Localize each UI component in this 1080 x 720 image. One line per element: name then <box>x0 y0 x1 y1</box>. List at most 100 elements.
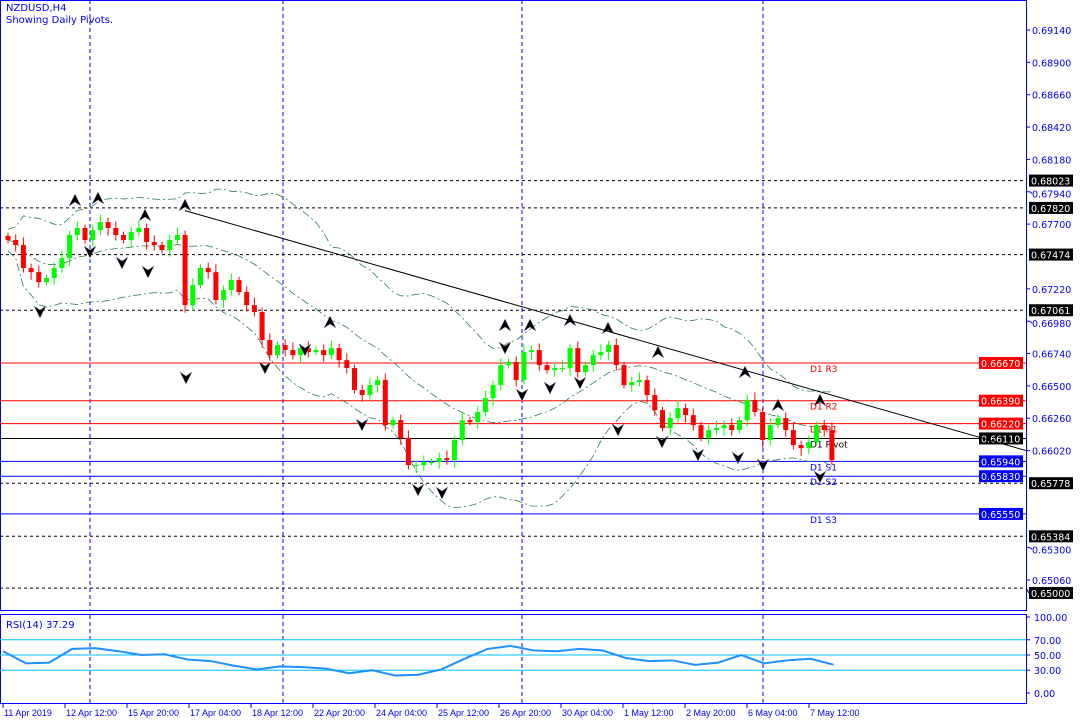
price-tick-label: 0.66980 <box>1032 319 1071 330</box>
price-label: 0.68023 <box>1031 177 1070 188</box>
candle-bull <box>806 442 812 449</box>
candle-bear <box>236 280 242 293</box>
candle-bull <box>552 368 558 371</box>
fractal-up-arrow-icon <box>498 318 512 332</box>
candle-bull <box>328 348 334 356</box>
price-tick-leader <box>1029 547 1033 550</box>
price-tick-label: 0.68900 <box>1032 58 1071 69</box>
candle-bear <box>151 242 157 246</box>
rsi-label: RSI(14) 37.29 <box>6 620 75 631</box>
fractal-down-arrow-icon <box>515 388 529 402</box>
price-tick-label: 0.69140 <box>1032 26 1071 37</box>
candle-bear <box>290 350 296 356</box>
fractal-up-arrow-icon <box>813 393 827 407</box>
fractal-down-arrow-icon <box>435 486 449 500</box>
price-label: 0.65778 <box>1031 479 1070 490</box>
candle-bear <box>321 350 327 356</box>
candle-bull <box>59 258 65 269</box>
candle-bear <box>251 305 257 313</box>
candle-bear <box>467 420 473 423</box>
pivot-price-box <box>979 432 1023 445</box>
candle-bull <box>482 398 488 413</box>
fractal-down-arrow-icon <box>756 458 770 472</box>
candle-bear <box>405 438 411 466</box>
candle-bull <box>413 465 419 467</box>
candle-bull <box>521 352 527 381</box>
pivot-price-box <box>979 470 1023 483</box>
price-label-box <box>1029 304 1073 317</box>
candle-bull <box>775 418 781 426</box>
trendline <box>184 210 1027 452</box>
time-tick-label: 15 Apr 20:00 <box>128 708 179 718</box>
time-tick-label: 1 May 12:00 <box>624 708 674 718</box>
pivot-label: D1 S3 <box>810 516 837 526</box>
candle-bear <box>613 345 619 366</box>
candle-bull <box>452 440 458 461</box>
price-tick-label: 0.68180 <box>1032 155 1071 166</box>
candle-bear <box>790 430 796 446</box>
candle-bull <box>721 425 727 429</box>
main-panel-frame <box>0 0 1027 611</box>
candle-bull <box>598 352 604 356</box>
fractal-down-arrow-icon <box>33 305 47 319</box>
candle-bull <box>136 228 142 233</box>
candle-bull <box>529 350 535 353</box>
pivot-price-box <box>979 455 1023 468</box>
candle-bear <box>282 345 288 351</box>
price-label: 0.67474 <box>1031 251 1070 262</box>
fractal-up-arrow-icon <box>523 318 537 332</box>
candle-bear <box>798 445 804 449</box>
pivot-price-label: 0.65940 <box>981 457 1020 468</box>
fractal-down-arrow-icon <box>691 448 705 462</box>
pivot-price-box <box>979 356 1023 369</box>
candle-bear <box>652 395 658 411</box>
candle-bear <box>159 245 165 250</box>
pivot-price-box <box>979 394 1023 407</box>
candle-bear <box>536 350 542 366</box>
pivot-label: D1 Pivot <box>810 440 848 450</box>
candle-bull <box>174 235 180 241</box>
candle-bull <box>636 380 642 383</box>
candle-bull <box>767 425 773 441</box>
fractal-down-arrow-icon <box>813 470 827 484</box>
candle-bull <box>606 345 612 353</box>
candle-bull <box>375 380 381 386</box>
fractal-up-arrow-icon <box>178 198 192 212</box>
fractal-down-arrow-icon <box>611 423 625 437</box>
candle-bull <box>498 365 504 386</box>
candle-bear <box>690 415 696 426</box>
rsi-tick-label: 0.00 <box>1034 689 1055 700</box>
candle-bear <box>783 418 789 431</box>
candle-bear <box>660 410 665 429</box>
candle-bull <box>583 365 588 373</box>
fractal-down-arrow-icon <box>298 343 312 357</box>
candle-bear <box>82 228 88 241</box>
pivot-label: D1 S2 <box>810 478 837 488</box>
band-upper <box>7 188 832 393</box>
fractal-down-arrow-icon <box>355 418 369 432</box>
fractal-down-arrow-icon <box>179 371 193 385</box>
time-tick-label: 2 May 20:00 <box>686 708 736 718</box>
fractal-down-arrow-icon <box>543 381 557 395</box>
candle-bull <box>97 222 103 231</box>
pivot-price-box <box>979 417 1023 430</box>
candle-bear <box>513 362 519 381</box>
candle-bull <box>459 420 465 441</box>
rsi-tick-label: 50.00 <box>1034 651 1061 662</box>
candle-bull <box>228 280 234 291</box>
rsi-line <box>2 644 834 677</box>
candle-bear <box>336 348 342 361</box>
candle-bear <box>20 245 26 269</box>
price-tick-label: 0.67700 <box>1032 220 1071 231</box>
candle-bull <box>713 428 719 431</box>
candle-bull <box>436 458 442 463</box>
fractal-up-arrow-icon <box>323 315 337 329</box>
price-tick-label: 0.67220 <box>1032 285 1071 296</box>
time-tick-label: 12 Apr 12:00 <box>66 708 117 718</box>
fractal-up-arrow-icon <box>651 345 665 359</box>
pivot-price-label: 0.66670 <box>981 359 1020 370</box>
pivot-label: D1 R2 <box>810 403 838 413</box>
time-tick-label: 17 Apr 04:00 <box>190 708 241 718</box>
candle-bear <box>644 380 650 396</box>
